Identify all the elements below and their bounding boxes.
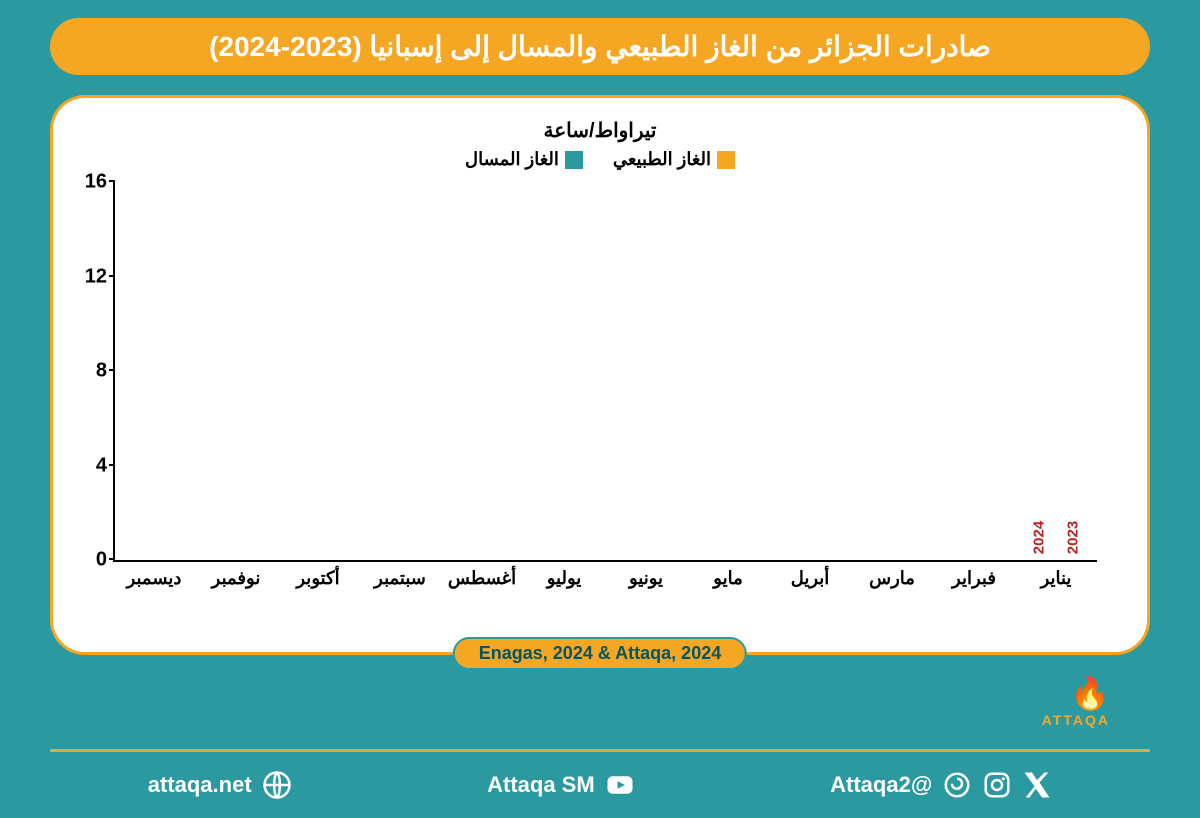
month-group	[933, 182, 1015, 560]
brand-logo: 🔥الطاقة ATTAQA	[983, 674, 1110, 728]
x-label: أكتوبر	[277, 568, 359, 589]
month-group	[852, 182, 934, 560]
x-label: فبراير	[933, 568, 1015, 589]
chart-title: صادرات الجزائر من الغاز الطبيعي والمسال …	[50, 18, 1150, 75]
month-group	[442, 182, 524, 560]
footer-youtube-text: Attaqa SM	[487, 772, 595, 798]
x-label: مايو	[687, 568, 769, 589]
year-tag: 2024	[1031, 521, 1048, 554]
footer: @Attaqa2 Attaqa SM attaqa.net	[0, 752, 1200, 818]
footer-youtube[interactable]: Attaqa SM	[487, 770, 635, 800]
unit-label: تيراواط/ساعة	[83, 118, 1117, 143]
swatch-lng	[565, 151, 583, 169]
footer-social-text: @Attaqa2	[830, 772, 932, 798]
logo-main: 🔥الطاقة	[983, 674, 1110, 712]
legend: الغاز الطبيعي الغاز المسال	[83, 149, 1117, 170]
legend-natural: الغاز الطبيعي	[613, 149, 735, 170]
y-tick: 16	[85, 171, 115, 194]
logo-sub: ATTAQA	[983, 712, 1110, 728]
legend-lng-label: الغاز المسال	[465, 149, 559, 170]
youtube-icon	[605, 770, 635, 800]
x-label: سبتمبر	[359, 568, 441, 589]
x-icon	[1022, 770, 1052, 800]
footer-web-text: attaqa.net	[148, 772, 252, 798]
globe-icon	[262, 770, 292, 800]
month-group	[606, 182, 688, 560]
month-group	[524, 182, 606, 560]
x-label: نوفمبر	[195, 568, 277, 589]
instagram-icon	[982, 770, 1012, 800]
legend-natural-label: الغاز الطبيعي	[613, 149, 711, 170]
y-tick: 4	[96, 454, 115, 477]
month-group	[688, 182, 770, 560]
footer-social[interactable]: @Attaqa2	[830, 770, 1052, 800]
month-group	[361, 182, 443, 560]
x-label: يونيو	[605, 568, 687, 589]
y-tick: 8	[96, 360, 115, 383]
legend-lng: الغاز المسال	[465, 149, 583, 170]
chart-card: تيراواط/ساعة الغاز الطبيعي الغاز المسال …	[50, 95, 1150, 655]
x-label: يناير	[1015, 568, 1097, 589]
source-text: Enagas, 2024 & Attaqa, 2024	[453, 637, 747, 670]
x-label: أغسطس	[441, 568, 523, 589]
month-group	[115, 182, 197, 560]
month-group: 2023 2024	[1015, 182, 1097, 560]
x-label: ديسمبر	[113, 568, 195, 589]
footer-web[interactable]: attaqa.net	[148, 770, 292, 800]
x-label: مارس	[851, 568, 933, 589]
plot-area: 20232024 0481216	[113, 182, 1097, 562]
year-tag: 2023	[1065, 521, 1082, 554]
y-tick: 0	[96, 549, 115, 572]
x-label: أبريل	[769, 568, 851, 589]
y-tick: 12	[85, 265, 115, 288]
month-group	[770, 182, 852, 560]
month-group	[279, 182, 361, 560]
swatch-natural	[717, 151, 735, 169]
month-group	[197, 182, 279, 560]
threads-icon	[942, 770, 972, 800]
x-label: يوليو	[523, 568, 605, 589]
